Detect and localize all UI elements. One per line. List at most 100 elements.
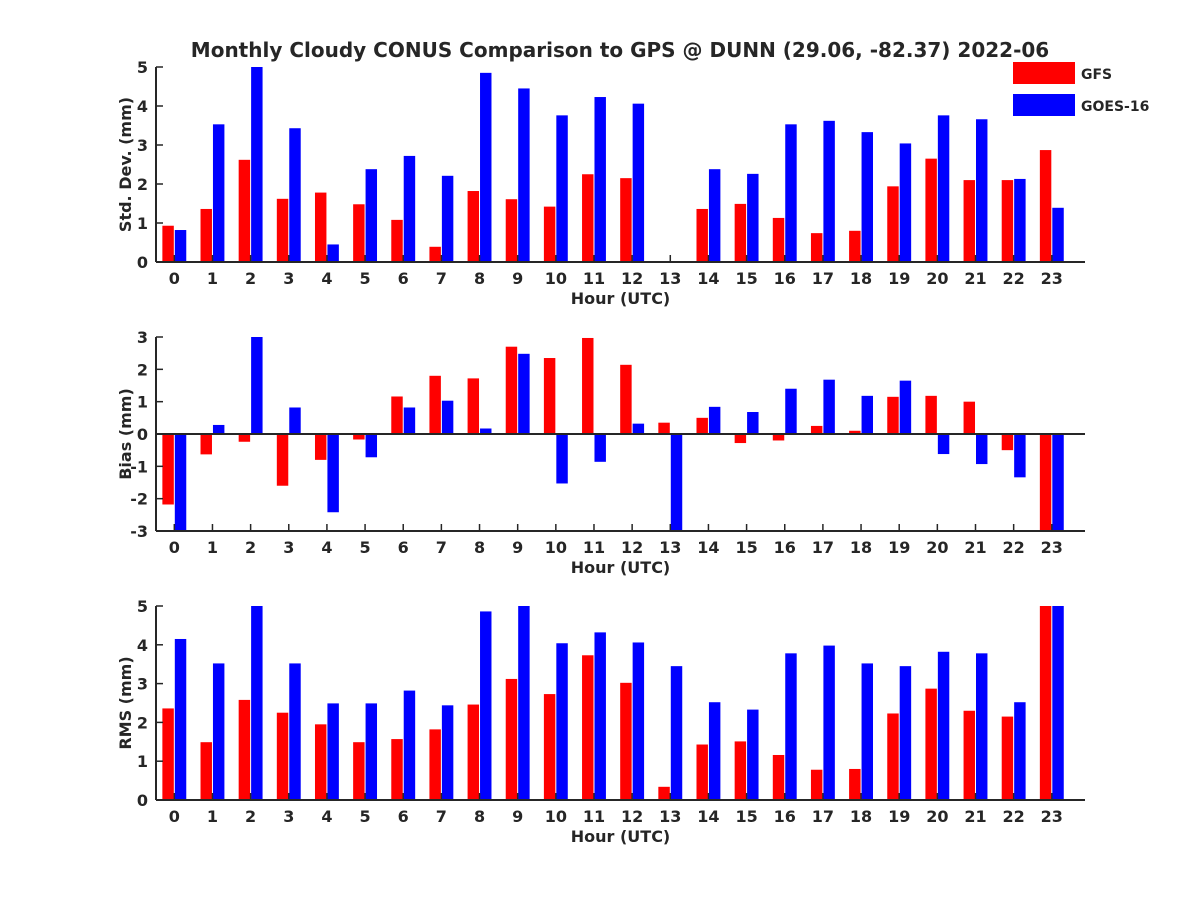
bar-gfs-hour-20 — [925, 158, 937, 262]
bar-goes-16-hour-21 — [976, 119, 988, 262]
x-tick-label: 21 — [964, 269, 986, 288]
bar-gfs-hour-8 — [467, 378, 480, 434]
y-tick-label: 2 — [137, 175, 148, 194]
x-tick-label: 3 — [283, 807, 294, 826]
bar-goes-16-hour-7 — [441, 400, 454, 434]
bar-goes-16-hour-20 — [937, 651, 950, 800]
x-tick-label: 1 — [207, 538, 218, 557]
x-tick-label: 7 — [436, 269, 447, 288]
x-tick-label: 5 — [360, 807, 371, 826]
y-tick-label: 0 — [137, 425, 148, 444]
bar-gfs-hour-22 — [1001, 434, 1014, 451]
y-tick-label: 1 — [137, 752, 148, 771]
bar-goes-16-hour-16 — [785, 653, 797, 800]
y-axis-label: Std. Dev. (mm) — [116, 97, 135, 232]
bar-gfs-hour-14 — [696, 208, 708, 262]
bar-gfs-hour-9 — [505, 678, 518, 800]
x-tick-label: 11 — [583, 807, 605, 826]
bar-goes-16-hour-0 — [174, 638, 187, 800]
bar-gfs-hour-22 — [1001, 716, 1014, 800]
x-tick-label: 9 — [512, 807, 523, 826]
bar-goes-16-hour-22 — [1014, 434, 1026, 478]
legend-label-goes-16: GOES-16 — [1081, 99, 1149, 115]
bar-gfs-hour-7 — [429, 246, 441, 262]
bar-gfs-hour-1 — [200, 742, 212, 800]
bar-goes-16-hour-17 — [823, 379, 835, 434]
bar-gfs-hour-21 — [963, 401, 976, 434]
x-tick-label: 18 — [850, 538, 872, 557]
y-tick-label: -1 — [130, 457, 148, 476]
legend-label-gfs: GFS — [1081, 67, 1112, 83]
y-tick-label: 0 — [137, 253, 148, 272]
bar-gfs-hour-17 — [810, 425, 823, 434]
x-tick-label: 9 — [512, 269, 523, 288]
bar-goes-16-hour-12 — [632, 642, 645, 800]
bar-gfs-hour-22 — [1001, 180, 1014, 262]
bar-goes-16-hour-22 — [1014, 178, 1026, 262]
bar-gfs-hour-3 — [276, 434, 289, 486]
legend-swatch-goes-16 — [1013, 94, 1075, 116]
bar-goes-16-hour-21 — [976, 434, 988, 465]
bar-goes-16-hour-4 — [327, 434, 339, 513]
bar-gfs-hour-7 — [429, 729, 441, 800]
bar-gfs-hour-12 — [620, 682, 632, 800]
bar-goes-16-hour-8 — [480, 72, 492, 262]
x-tick-label: 8 — [474, 807, 485, 826]
bar-goes-16-hour-5 — [365, 434, 378, 458]
bar-gfs-hour-14 — [696, 417, 708, 434]
bar-goes-16-hour-12 — [632, 423, 645, 434]
bar-goes-16-hour-5 — [365, 169, 378, 262]
bar-gfs-hour-16 — [772, 217, 785, 262]
x-tick-label: 6 — [398, 807, 409, 826]
bar-goes-16-hour-4 — [327, 244, 339, 262]
bar-goes-16-hour-20 — [937, 434, 950, 455]
bar-goes-16-hour-8 — [480, 611, 492, 800]
bar-goes-16-hour-7 — [441, 175, 454, 262]
x-axis-label: Hour (UTC) — [571, 558, 671, 577]
y-tick-label: 0 — [137, 791, 148, 810]
x-tick-label: 3 — [283, 538, 294, 557]
bar-goes-16-hour-10 — [556, 115, 568, 262]
x-tick-label: 2 — [245, 807, 256, 826]
bar-goes-16-hour-14 — [708, 169, 721, 262]
x-tick-label: 13 — [659, 538, 681, 557]
bar-gfs-hour-5 — [353, 742, 365, 800]
bar-goes-16-hour-18 — [861, 395, 873, 434]
x-tick-label: 8 — [474, 538, 485, 557]
bar-gfs-hour-23 — [1039, 150, 1052, 262]
x-tick-label: 20 — [926, 269, 948, 288]
bar-gfs-hour-6 — [391, 739, 403, 800]
bar-goes-16-hour-21 — [976, 653, 988, 800]
x-tick-label: 9 — [512, 538, 523, 557]
x-tick-label: 7 — [436, 538, 447, 557]
bar-gfs-hour-16 — [772, 434, 785, 441]
x-tick-label: 12 — [621, 269, 643, 288]
x-axis-label: Hour (UTC) — [571, 827, 671, 846]
bar-goes-16-hour-9 — [518, 88, 530, 262]
y-tick-label: 2 — [137, 360, 148, 379]
bar-gfs-hour-18 — [849, 430, 861, 434]
x-tick-label: 1 — [207, 807, 218, 826]
bar-goes-16-hour-22 — [1014, 702, 1026, 800]
bar-goes-16-hour-9 — [518, 353, 530, 434]
x-axis-label: Hour (UTC) — [571, 289, 671, 308]
bar-gfs-hour-15 — [734, 741, 747, 800]
y-tick-label: 1 — [137, 214, 148, 233]
bar-goes-16-hour-4 — [327, 703, 339, 800]
x-tick-label: 22 — [1003, 807, 1025, 826]
bar-goes-16-hour-11 — [594, 97, 606, 262]
bar-gfs-hour-17 — [810, 233, 823, 262]
x-tick-label: 23 — [1041, 807, 1063, 826]
x-tick-label: 23 — [1041, 269, 1063, 288]
bar-goes-16-hour-18 — [861, 663, 873, 800]
y-tick-label: 3 — [137, 675, 148, 694]
x-tick-label: 17 — [812, 807, 834, 826]
bar-goes-16-hour-15 — [747, 412, 759, 434]
y-tick-label: 5 — [137, 597, 148, 616]
bar-goes-16-hour-9 — [518, 606, 530, 800]
bar-goes-16-hour-3 — [289, 663, 301, 800]
bar-goes-16-hour-19 — [899, 380, 912, 434]
bar-goes-16-hour-15 — [747, 173, 759, 262]
bar-gfs-hour-20 — [925, 395, 937, 434]
